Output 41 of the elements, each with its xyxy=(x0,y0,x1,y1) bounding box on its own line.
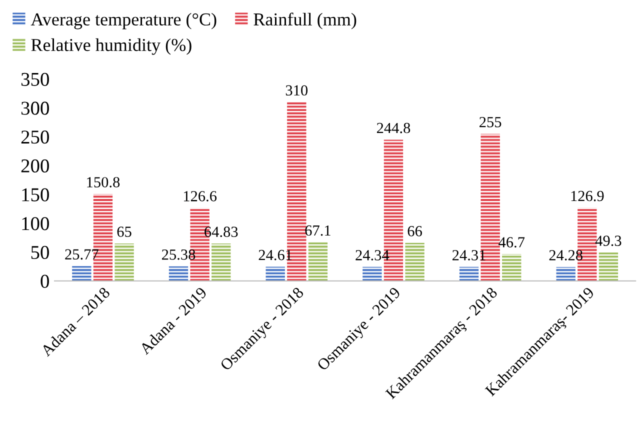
bar xyxy=(556,266,576,281)
bar xyxy=(362,266,382,281)
legend-label: Average temperature (°C) xyxy=(30,12,216,30)
bar xyxy=(308,242,328,281)
data-label: 65 xyxy=(117,226,132,237)
bar xyxy=(212,244,231,281)
data-label: 66 xyxy=(408,226,422,236)
data-label: 25.77 xyxy=(65,249,98,260)
data-label: 244.8 xyxy=(376,122,410,134)
data-label: 24.28 xyxy=(549,250,582,260)
bar xyxy=(459,266,479,281)
y-tick-label: 200 xyxy=(21,159,49,173)
bar xyxy=(72,266,92,281)
y-tick-label: 150 xyxy=(22,188,49,202)
bar xyxy=(266,266,285,281)
data-label: 24.31 xyxy=(452,250,486,260)
legend-label: Rainfull (mm) xyxy=(254,12,356,30)
data-label: 126.6 xyxy=(184,191,217,202)
bar xyxy=(114,243,134,281)
data-label: 49.3 xyxy=(595,236,622,246)
data-label: 64.83 xyxy=(204,226,238,238)
data-label: 126.9 xyxy=(571,190,604,202)
y-tick-label: 50 xyxy=(31,246,49,260)
data-label: 255 xyxy=(480,117,502,128)
data-label: 310 xyxy=(286,85,308,96)
y-tick-label: 100 xyxy=(22,217,49,230)
y-tick-label: 250 xyxy=(21,130,49,144)
legend-label: Relative humidity (%) xyxy=(31,38,192,55)
data-label: 25.38 xyxy=(162,249,196,260)
bar xyxy=(598,252,618,281)
data-label: 150.8 xyxy=(87,177,120,188)
bar xyxy=(168,266,188,281)
bar xyxy=(405,242,424,281)
data-label: 24.61 xyxy=(258,250,292,260)
y-tick-label: 350 xyxy=(21,72,49,86)
bar xyxy=(502,254,522,281)
data-label: 46.7 xyxy=(498,237,525,248)
y-tick-label: 300 xyxy=(21,102,49,115)
data-label: 67.1 xyxy=(305,225,330,236)
y-tick-label: 0 xyxy=(40,274,49,288)
data-label: 24.34 xyxy=(356,250,390,260)
